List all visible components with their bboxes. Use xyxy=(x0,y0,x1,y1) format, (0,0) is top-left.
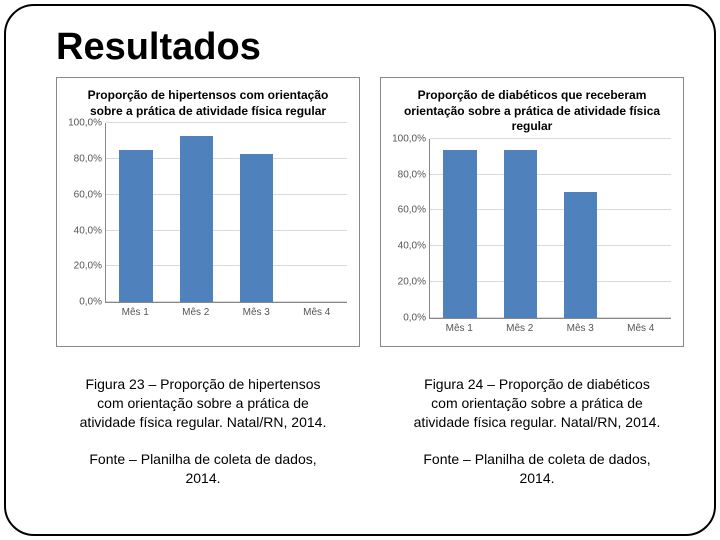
y-tick-label: 20,0% xyxy=(398,276,430,287)
y-tick-label: 60,0% xyxy=(74,189,106,200)
chart-right-plot: 0,0%20,0%40,0%60,0%80,0%100,0% xyxy=(429,139,671,319)
bars-container xyxy=(430,139,671,318)
bar xyxy=(443,150,477,318)
charts-row: Proporção de hipertensos com orientação … xyxy=(56,77,684,347)
bar-slot xyxy=(490,139,550,318)
caption-right: Figura 24 – Proporção de diabéticos com … xyxy=(390,375,684,432)
x-tick-label: Mês 1 xyxy=(105,303,166,318)
chart-left: Proporção de hipertensos com orientação … xyxy=(56,77,360,347)
y-tick-label: 100,0% xyxy=(68,118,106,129)
bar-slot xyxy=(166,123,226,302)
y-tick-label: 0,0% xyxy=(403,312,430,323)
bar xyxy=(180,136,214,302)
bar-slot xyxy=(227,123,287,302)
slide-frame: Resultados Proporção de hipertensos com … xyxy=(4,4,716,536)
bar xyxy=(504,150,538,318)
caption-left: Figura 23 – Proporção de hipertensos com… xyxy=(56,375,350,432)
chart-left-plot: 0,0%20,0%40,0%60,0%80,0%100,0% xyxy=(105,123,347,303)
chart-right-xlabels: Mês 1Mês 2Mês 3Mês 4 xyxy=(429,319,671,334)
bar-slot xyxy=(551,139,611,318)
x-tick-label: Mês 3 xyxy=(550,319,611,334)
x-tick-label: Mês 4 xyxy=(287,303,348,318)
bar-slot xyxy=(287,123,347,302)
captions-row: Figura 23 – Proporção de hipertensos com… xyxy=(56,375,684,432)
x-tick-label: Mês 2 xyxy=(490,319,551,334)
y-tick-label: 80,0% xyxy=(74,154,106,165)
y-tick-label: 60,0% xyxy=(398,205,430,216)
y-tick-label: 40,0% xyxy=(398,241,430,252)
chart-left-xlabels: Mês 1Mês 2Mês 3Mês 4 xyxy=(105,303,347,318)
bar-slot xyxy=(106,123,166,302)
source-row: Fonte – Planilha de coleta de dados, 201… xyxy=(56,450,684,488)
y-tick-label: 100,0% xyxy=(392,133,430,144)
source-left: Fonte – Planilha de coleta de dados, 201… xyxy=(56,450,350,488)
bar xyxy=(240,154,274,303)
bar xyxy=(564,192,598,317)
y-tick-label: 40,0% xyxy=(74,225,106,236)
x-tick-label: Mês 3 xyxy=(226,303,287,318)
chart-right: Proporção de diabéticos que receberam or… xyxy=(380,77,684,347)
source-right: Fonte – Planilha de coleta de dados, 201… xyxy=(390,450,684,488)
x-tick-label: Mês 2 xyxy=(166,303,227,318)
bar-slot xyxy=(611,139,671,318)
bars-container xyxy=(106,123,347,302)
x-tick-label: Mês 4 xyxy=(611,319,672,334)
page-title: Resultados xyxy=(56,26,684,69)
x-tick-label: Mês 1 xyxy=(429,319,490,334)
y-tick-label: 80,0% xyxy=(398,169,430,180)
y-tick-label: 20,0% xyxy=(74,261,106,272)
chart-right-title: Proporção de diabéticos que receberam or… xyxy=(385,82,679,139)
bar xyxy=(119,150,153,302)
bar-slot xyxy=(430,139,490,318)
y-tick-label: 0,0% xyxy=(79,297,106,308)
